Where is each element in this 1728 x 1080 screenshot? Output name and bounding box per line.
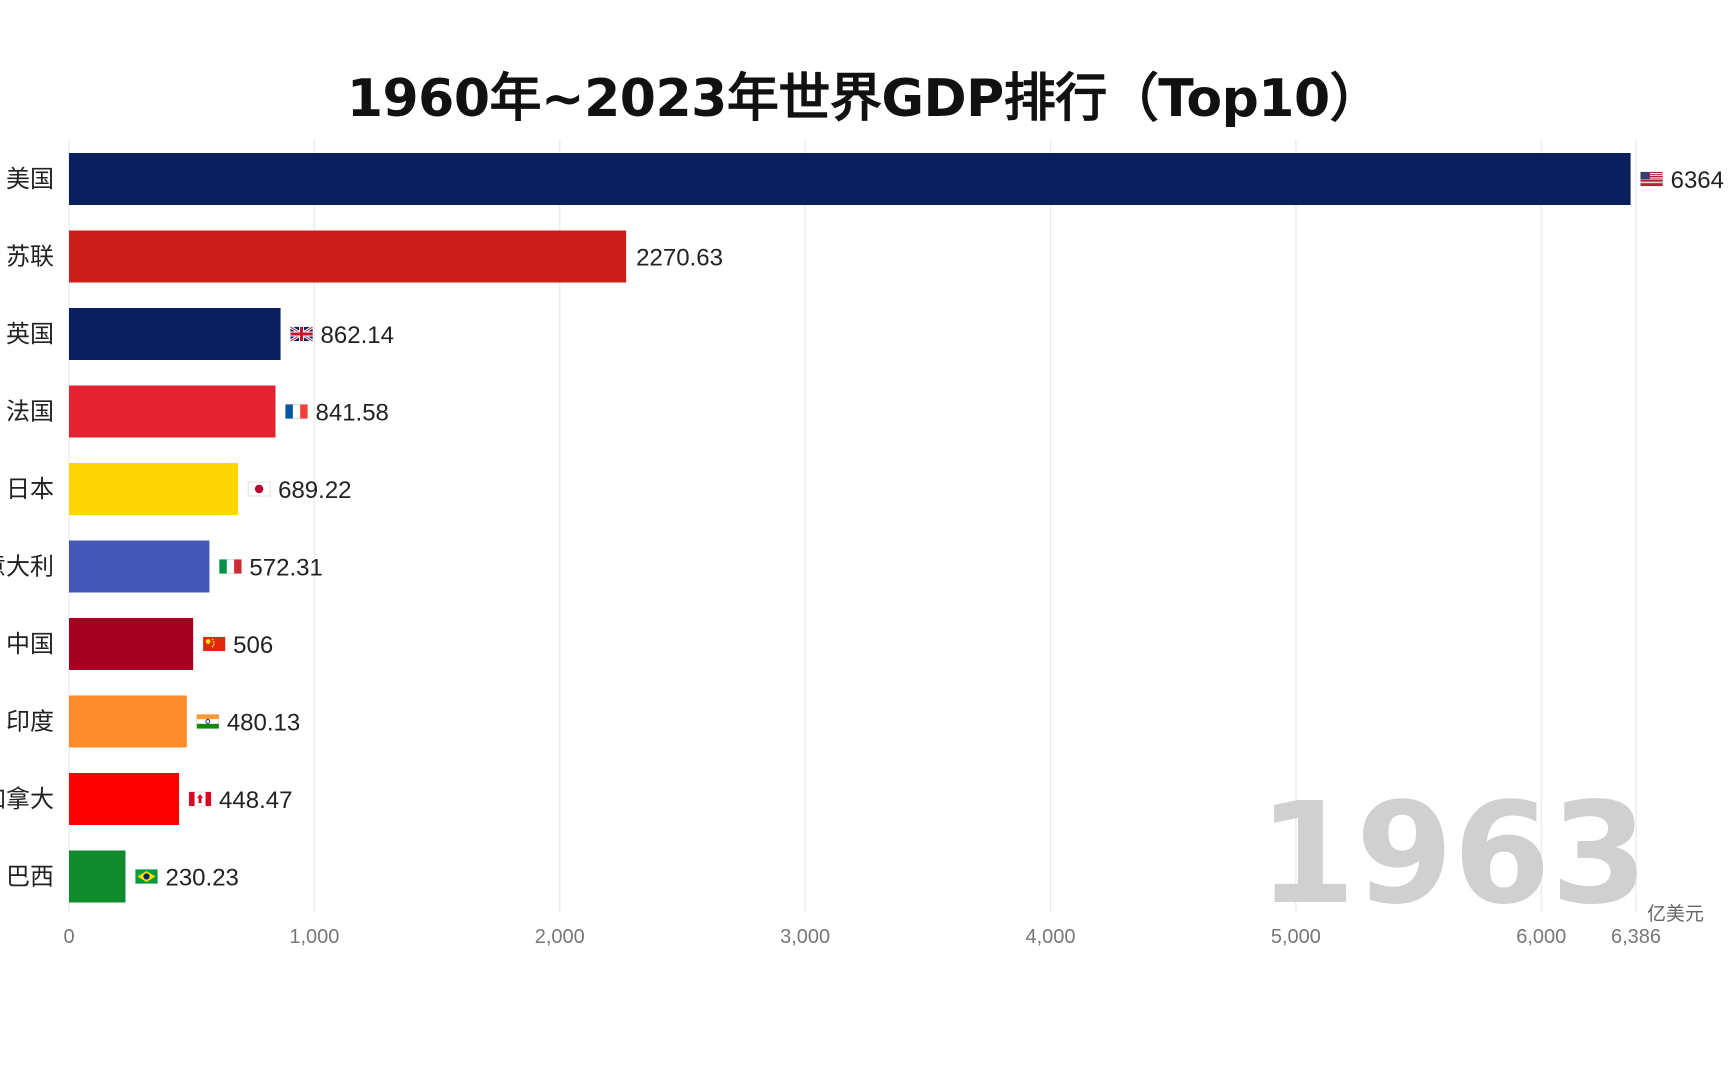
- bar-1: [69, 230, 627, 283]
- category-label: 中国: [6, 631, 54, 658]
- jp-flag-icon: [247, 481, 271, 497]
- category-label: 苏联: [6, 244, 54, 271]
- value-label: 448.47: [219, 787, 292, 814]
- it-flag-icon: [219, 559, 242, 574]
- x-tick-label: 5,000: [1271, 926, 1321, 948]
- year-watermark: 1963: [1258, 773, 1648, 936]
- category-label: 加拿大: [0, 786, 54, 813]
- bar-6: [69, 618, 194, 670]
- br-flag-icon: [135, 869, 158, 884]
- category-label: 巴西: [6, 864, 54, 891]
- us-flag-icon: [1640, 171, 1663, 187]
- category-label: 意大利: [0, 554, 54, 581]
- value-label: 572.31: [249, 555, 322, 582]
- ca-flag-icon: [188, 791, 212, 807]
- category-label: 日本: [6, 476, 54, 503]
- cn-flag-icon: [202, 636, 226, 652]
- value-label: 480.13: [227, 710, 300, 737]
- uk-flag-icon: [289, 325, 314, 343]
- bar-9: [69, 850, 126, 903]
- x-tick-label: 1,000: [289, 926, 339, 948]
- bar-5: [69, 540, 210, 593]
- category-label: 印度: [6, 709, 54, 736]
- value-label: 2270.63: [636, 245, 723, 272]
- x-tick-label: 4,000: [1025, 926, 1075, 948]
- bar-2: [69, 308, 281, 360]
- in-flag-icon: [196, 714, 220, 729]
- bar-7: [69, 695, 187, 748]
- x-tick-label: 6,000: [1516, 926, 1566, 948]
- unit-label: 亿美元: [1647, 903, 1704, 925]
- value-label: 841.58: [316, 400, 389, 427]
- value-label: 506: [233, 632, 273, 659]
- x-tick-label: 2,000: [535, 926, 585, 948]
- value-label: 689.22: [278, 477, 351, 504]
- category-label: 美国: [6, 166, 54, 193]
- x-axis: 0 1,000 2,000 3,000 4,000 5,000 6,000 6,386: [63, 926, 1661, 948]
- category-label: 英国: [6, 321, 54, 348]
- x-tick-label: 3,000: [780, 926, 830, 948]
- bars: 美国 6364 苏联 2270.63 英国 862.14 法国 841.58 日本 689.22 意…: [0, 153, 1724, 903]
- value-label: 862.14: [321, 322, 394, 349]
- bar-3: [69, 385, 276, 438]
- bar-8: [69, 773, 180, 825]
- fr-flag-icon: [285, 404, 308, 419]
- value-label: 230.23: [165, 865, 238, 892]
- x-tick-label: 0: [63, 926, 74, 948]
- value-label: 6364: [1671, 167, 1724, 194]
- bar-4: [69, 463, 239, 515]
- chart-title: 1960年~2023年世界GDP排行（Top10）: [346, 69, 1382, 129]
- category-label: 法国: [6, 399, 54, 426]
- bar-0: [69, 153, 1631, 205]
- x-tick-label: 6,386: [1611, 926, 1661, 948]
